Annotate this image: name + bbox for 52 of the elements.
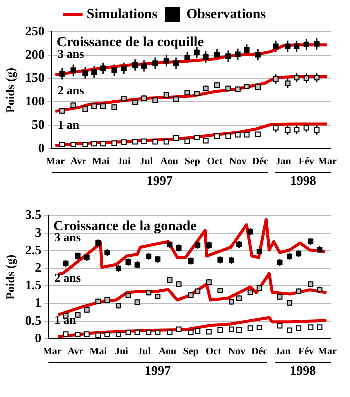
x-tick-label: Mai (92, 156, 110, 168)
annotation: 1 an (58, 118, 80, 132)
x-tick-label: Mai (90, 346, 108, 358)
legend-label: Simulations (86, 8, 158, 23)
y-axis-title: Poids (g) (3, 68, 18, 113)
x-tick-label: Jan (276, 156, 292, 168)
x-tick-label: Oct (207, 156, 224, 168)
x-tick-label: Avr (68, 346, 84, 358)
x-tick-label: Aou (158, 346, 178, 358)
x-tick-label: Mar (318, 346, 338, 358)
x-tick-label: Sep (183, 346, 200, 358)
y-tick-label: 250 (25, 23, 45, 38)
y-tick-label: 0.5 (25, 312, 42, 328)
y-tick-label: 1.5 (25, 278, 42, 293)
y-tick-label: 2 (35, 260, 42, 275)
y-tick-label: 2.5 (25, 242, 42, 258)
text: 1998 (290, 172, 317, 188)
text: 1998 (290, 362, 317, 378)
x-tick-label: Fév (298, 346, 314, 358)
text: 1997 (146, 172, 174, 188)
x-tick-label: Mar (42, 346, 62, 358)
x-tick-label: Jui (115, 346, 129, 358)
x-tick-label: Mar (318, 156, 338, 168)
x-tick-label: Jui (117, 156, 132, 168)
y-tick-label: 150 (25, 70, 45, 86)
y-tick-label: 3.5 (25, 207, 42, 222)
x-tick-label: Jan (275, 346, 292, 358)
y-tick-label: 0 (35, 330, 42, 346)
y-tick-label: 200 (25, 46, 45, 62)
annotation: 2 ans (54, 271, 82, 286)
text: 1997 (144, 362, 172, 378)
y-axis-title: Poids (g) (3, 254, 18, 300)
x-tick-label: Aou (160, 156, 179, 168)
y-tick-label: 50 (32, 116, 45, 132)
x-tick-label: Déc (252, 346, 268, 358)
x-tick-label: Fév (298, 156, 314, 168)
x-tick-label: Déc (252, 156, 270, 168)
x-tick-label: Nov (229, 156, 247, 168)
y-tick-label: 1 (35, 295, 42, 310)
annotation: 2 ans (58, 84, 85, 98)
y-tick-label: 100 (25, 94, 45, 109)
x-tick-label: Sep (184, 156, 201, 168)
x-tick-label: Avr (70, 156, 88, 168)
legend-label: Observations (186, 8, 267, 23)
x-tick-label: Mar (46, 156, 66, 168)
annotation: 1 an (54, 312, 77, 327)
y-tick-label: 0 (38, 140, 45, 156)
y-tick-label: 3 (35, 224, 42, 240)
x-tick-label: Jul (138, 346, 152, 358)
x-tick-label: Oct (206, 346, 222, 358)
x-tick-label: Nov (228, 346, 246, 358)
x-tick-label: Jul (140, 156, 154, 168)
